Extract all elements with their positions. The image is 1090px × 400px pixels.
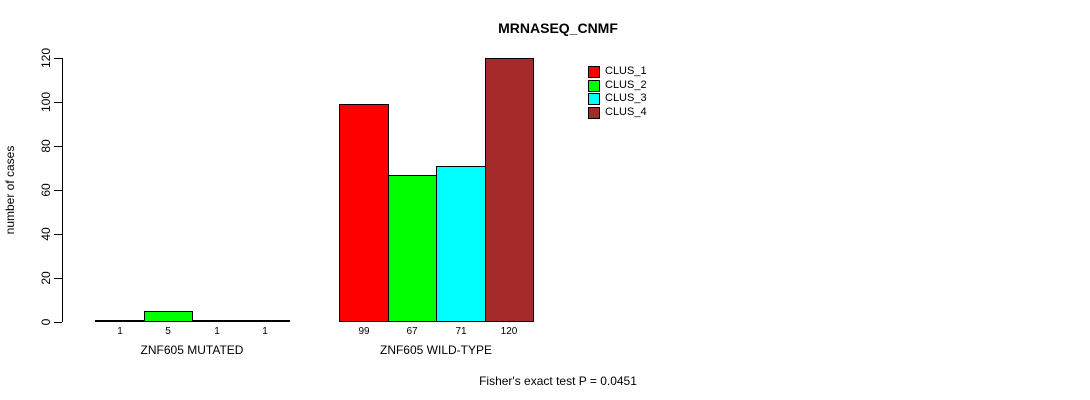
- bar-value-label: 1: [262, 326, 268, 337]
- bar-value-label: 120: [500, 326, 518, 337]
- bar-value-label: 71: [455, 326, 467, 337]
- y-tick-label: 0: [39, 318, 53, 326]
- bar-clus_3: [192, 320, 242, 322]
- chart-title: MRNASEQ_CNMF: [498, 20, 618, 36]
- y-tick: [54, 322, 62, 323]
- legend-swatch-clus_4: [588, 107, 600, 119]
- y-tick: [54, 190, 62, 191]
- y-tick-label: 60: [39, 183, 53, 197]
- legend-label-clus_3: CLUS_3: [605, 92, 647, 104]
- bar-clus_2: [388, 175, 437, 322]
- legend-label-clus_2: CLUS_2: [605, 79, 647, 91]
- bar-value-label: 5: [165, 326, 171, 337]
- bar-value-label: 1: [214, 326, 220, 337]
- y-tick: [54, 234, 62, 235]
- legend-label-clus_4: CLUS_4: [605, 106, 647, 118]
- y-axis-label: number of cases: [3, 145, 17, 235]
- y-tick: [54, 102, 62, 103]
- y-tick-label: 80: [39, 139, 53, 153]
- legend-swatch-clus_3: [588, 93, 600, 105]
- bar-value-label: 99: [358, 326, 370, 337]
- legend-swatch-clus_1: [588, 66, 600, 78]
- group-label: ZNF605 MUTATED: [140, 343, 244, 357]
- legend-swatch-clus_2: [588, 80, 600, 92]
- annotation-text: Fisher's exact test P = 0.0451: [479, 374, 637, 388]
- bar-clus_3: [436, 166, 486, 322]
- bar-value-label: 67: [406, 326, 418, 337]
- y-tick-label: 40: [39, 227, 53, 241]
- y-axis-line: [62, 58, 63, 322]
- y-tick: [54, 278, 62, 279]
- bar-clus_4: [241, 320, 290, 322]
- y-tick-label: 120: [39, 47, 53, 69]
- y-tick: [54, 146, 62, 147]
- y-tick-label: 20: [39, 271, 53, 285]
- group-label: ZNF605 WILD-TYPE: [379, 343, 493, 357]
- bar-clus_1: [339, 104, 389, 322]
- y-tick: [54, 58, 62, 59]
- bar-clus_4: [485, 58, 534, 322]
- y-tick-label: 100: [39, 91, 53, 113]
- bar-clus_2: [144, 311, 193, 322]
- bar-clus_1: [95, 320, 145, 322]
- legend-label-clus_1: CLUS_1: [605, 65, 647, 77]
- bar-value-label: 1: [117, 326, 123, 337]
